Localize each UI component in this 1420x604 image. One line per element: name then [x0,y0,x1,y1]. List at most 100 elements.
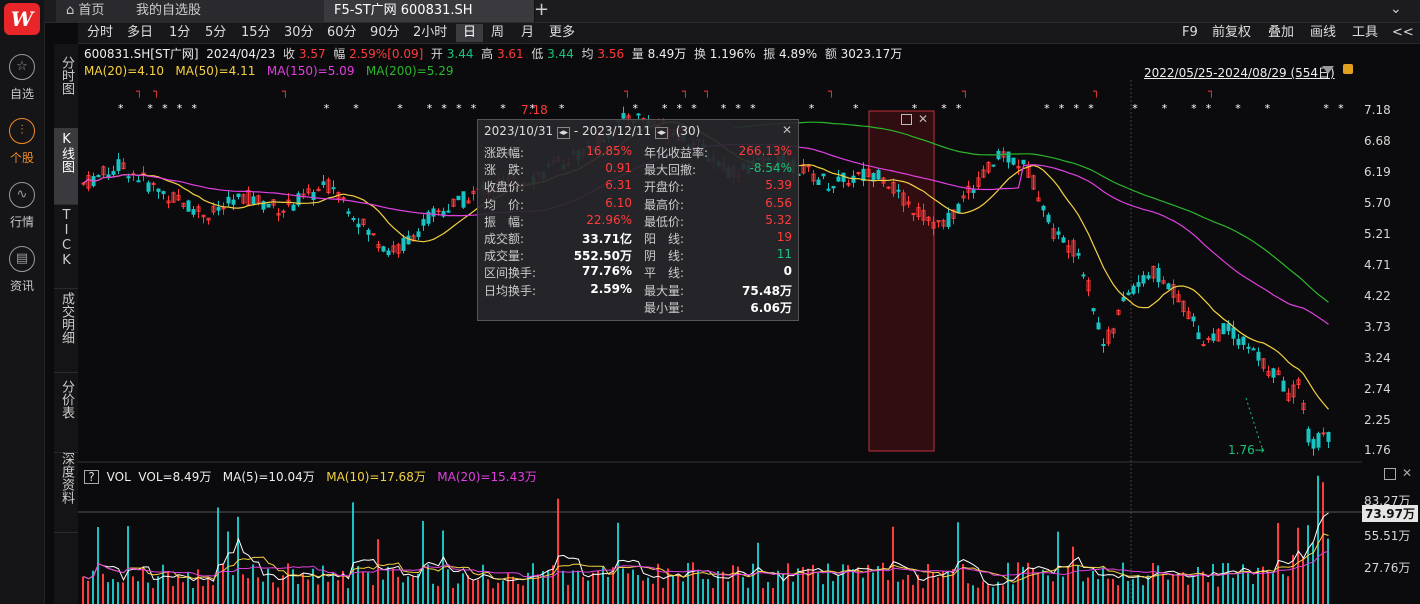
overlay-button[interactable]: 叠加 [1268,25,1295,40]
period-5m[interactable]: 5分 [205,25,227,40]
period-month[interactable]: 月 [521,25,535,40]
add-tab-icon[interactable]: + [534,0,550,20]
volume-bar [1087,577,1089,604]
period-1m[interactable]: 1分 [169,25,191,40]
candle-body [1271,368,1276,378]
candle-body [1061,237,1066,243]
lock-icon[interactable] [1343,64,1353,74]
volume-bar [117,582,119,604]
period-week[interactable]: 周 [491,25,505,40]
nav-market[interactable]: ∿ 行情 [0,182,44,234]
volume-bar [707,579,709,604]
vtab-tick[interactable]: TICK [54,204,78,289]
volume-bar [297,584,299,604]
chevron-down-icon[interactable]: ⌄ [1390,1,1402,17]
volume-bar [537,574,539,604]
volume-bar [1277,522,1279,604]
nav-news[interactable]: ▤ 资讯 [0,246,44,298]
nav-watchlist[interactable]: ☆ 自选 [0,54,44,106]
signals-group: * * * * * * * * * * * * * * * * * * * * * * * * * * * * * * * * * * * * * * *┐… [118,85,1344,115]
candle-body [1121,296,1126,302]
low-pointer [1245,397,1264,452]
period-more[interactable]: 更多 [549,25,576,40]
volume-bar [1032,567,1034,604]
tab-watchlist[interactable]: 我的自选股 [126,0,327,22]
nav-stock[interactable]: ⫶ 个股 [0,118,44,170]
volume-bar [672,575,674,604]
period-30m[interactable]: 30分 [284,25,314,40]
period-day[interactable]: 日 [456,24,484,42]
candle-body [1226,323,1231,332]
candle-body [111,171,116,175]
candle-body [1166,283,1171,290]
volume-bar [972,585,974,604]
volume-bar [132,576,134,604]
candle-body [171,192,176,203]
selection-rect[interactable] [868,110,935,452]
candle-body [446,210,451,213]
collapse-button[interactable]: << [1392,25,1414,40]
period-15m[interactable]: 15分 [241,25,271,40]
stat-value: 16.85% [586,144,632,158]
candle-body [826,188,831,191]
volume-bar [157,576,159,604]
vtab-fenshi[interactable]: 分时图 [54,52,78,129]
period-2h[interactable]: 2小时 [413,25,448,40]
vtab-depth[interactable]: 深度资料 [54,448,78,533]
candle-body [841,172,846,182]
vtab-pricetable[interactable]: 分价表 [54,376,78,453]
volume-bar [572,570,574,604]
maximize-icon[interactable] [901,114,912,125]
volume-bar [287,563,289,604]
volume-bar [342,570,344,604]
volume-bar [1092,570,1094,604]
date-range[interactable]: 2022/05/25-2024/08/29 (554日) [1144,66,1335,80]
vtab-kline[interactable]: K线图 [54,128,78,205]
close-icon[interactable]: ✕ [782,123,793,137]
period-60m[interactable]: 60分 [327,25,357,40]
date-stepper-icon[interactable]: ◂▸ [655,127,669,139]
volume-bar [1317,475,1319,604]
close-icon[interactable]: ✕ [918,112,929,126]
period-multiday[interactable]: 多日 [127,25,154,40]
volume-bar [947,571,949,604]
candle-body [181,202,186,207]
volume-bar [1137,574,1139,604]
volume-bar [657,563,659,604]
volume-group [82,475,1329,604]
volume-bar [167,570,169,604]
period-90m[interactable]: 90分 [370,25,400,40]
f9-button[interactable]: F9 [1182,25,1198,40]
candle-body [1266,370,1271,376]
vtab-detail[interactable]: 成交明细 [54,288,78,373]
candle-body [1036,197,1041,202]
range-stats-popup[interactable]: 2023/10/31 ◂▸ - 2023/12/11 ◂▸ (30) ✕ 涨跌幅… [477,119,799,321]
volume-bar [222,564,224,604]
turn-value: 1.196% [709,47,756,61]
fuquan-button[interactable]: 前复权 [1212,25,1252,40]
period-fenshi[interactable]: 分时 [87,25,114,40]
candle-body [231,199,236,205]
popup-count: (30) [675,124,701,138]
volume-bar [332,572,334,604]
maximize-icon[interactable] [1384,468,1396,480]
date-stepper-icon[interactable]: ◂▸ [557,127,571,139]
candle-body [1111,328,1116,334]
volume-bar [152,588,154,604]
close-icon[interactable]: ✕ [1402,466,1413,480]
draw-button[interactable]: 画线 [1310,25,1337,40]
candle-body [1141,275,1146,284]
candle-body [1076,253,1081,256]
signal-star: * [1059,102,1065,115]
range-dropdown-icon[interactable] [1322,66,1334,74]
help-icon[interactable]: ? [84,470,99,484]
tab-home[interactable]: ⌂ 首页 [56,0,145,22]
volume-bar [997,581,999,604]
volume-bar [127,526,129,604]
tab-stock[interactable]: F5-ST广网 600831.SH [324,0,535,22]
tools-button[interactable]: 工具 [1352,25,1379,40]
signal-star: * [1088,102,1094,115]
candle-body [461,191,466,208]
y-tick: 4.22 [1364,289,1391,303]
volume-bar [1232,577,1234,604]
